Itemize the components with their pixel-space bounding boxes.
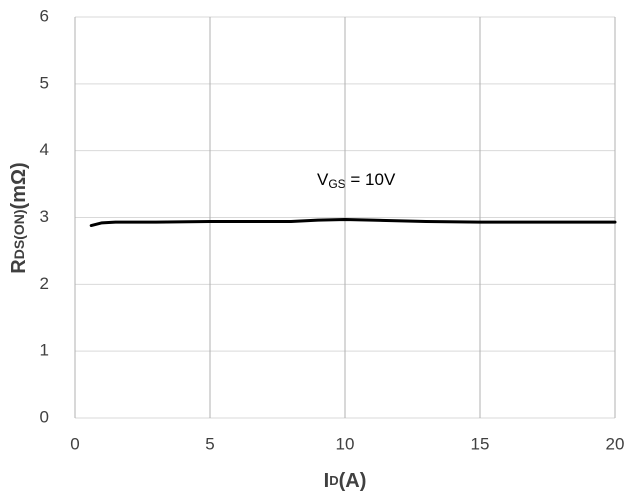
x-tick-label: 20 xyxy=(606,434,625,453)
data-line xyxy=(89,218,617,228)
y-title-part: R xyxy=(8,259,30,274)
y-tick-label: 0 xyxy=(40,407,49,426)
x-tick-label: 5 xyxy=(205,434,214,453)
annotation: VGS = 10V xyxy=(317,170,396,191)
annotation-part: V xyxy=(317,170,329,189)
y-tick-label: 6 xyxy=(40,6,49,25)
y-tick-label: 1 xyxy=(40,341,49,360)
x-tick-label: 15 xyxy=(471,434,490,453)
annotation-part: = 10V xyxy=(346,170,396,189)
annotation-sub: GS xyxy=(328,177,345,191)
y-tick-label: 2 xyxy=(40,274,49,293)
y-tick-label: 4 xyxy=(40,140,49,159)
x-title-sub: D xyxy=(329,473,338,488)
y-tick-label: 5 xyxy=(40,73,49,92)
x-title-part: (A) xyxy=(339,470,367,492)
x-tick-label: 10 xyxy=(336,434,355,453)
x-title-part: I xyxy=(324,470,330,492)
y-tick-label: 3 xyxy=(40,207,49,226)
x-axis-title: ID(A) xyxy=(324,470,367,492)
y-title-part: (mΩ) xyxy=(8,162,30,209)
y-title-sub: DS(ON) xyxy=(11,209,27,259)
x-tick-label: 0 xyxy=(70,434,79,453)
y-axis-title: RDS(ON)(mΩ) xyxy=(8,162,30,273)
